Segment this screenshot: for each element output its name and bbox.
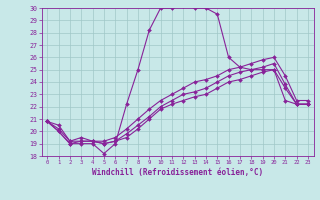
X-axis label: Windchill (Refroidissement éolien,°C): Windchill (Refroidissement éolien,°C) bbox=[92, 168, 263, 177]
